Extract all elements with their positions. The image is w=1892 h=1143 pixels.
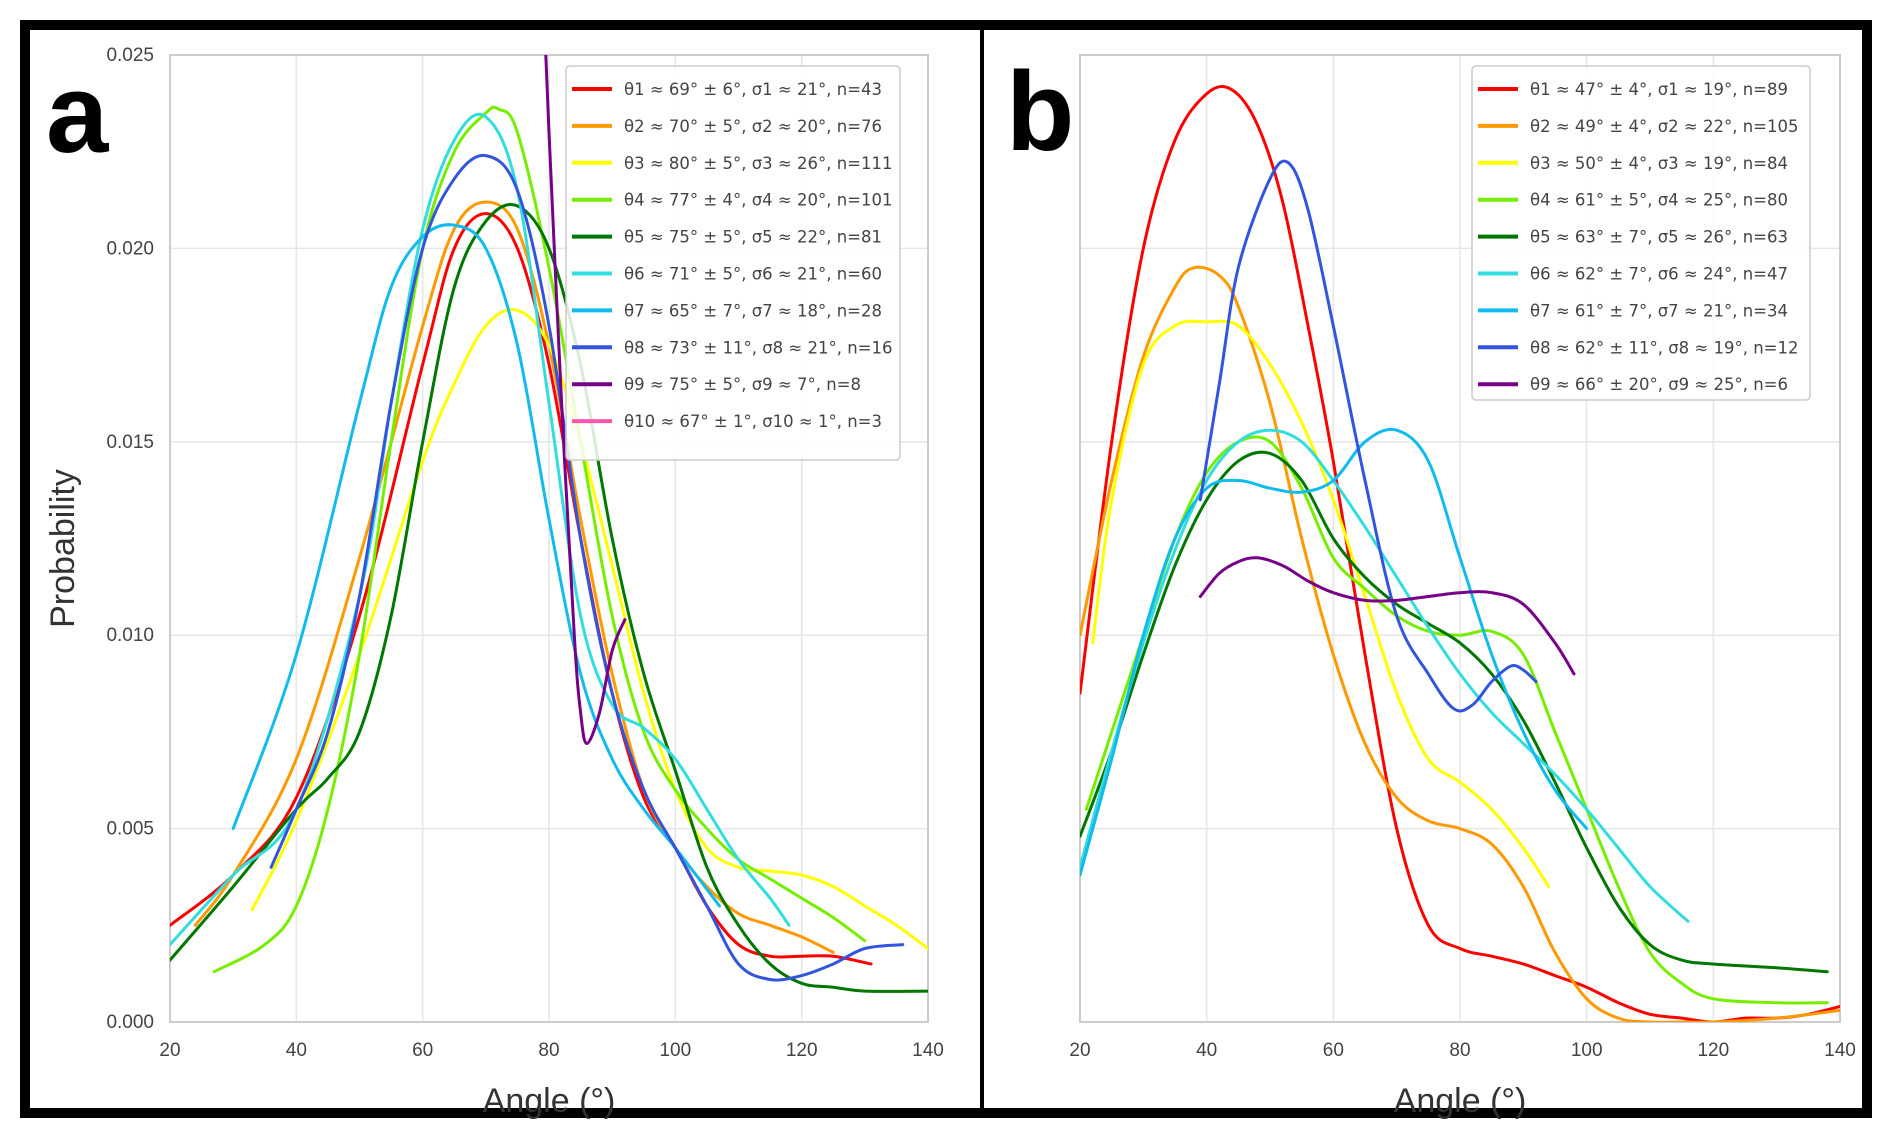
legend-item: θ7 ≈ 65° ± 7°, σ7 ≈ 18°, n=28 — [572, 301, 882, 320]
series-line-9 — [1198, 556, 1576, 676]
x-tick-label: 60 — [412, 1040, 433, 1061]
x-axis-label: Angle (°) — [1394, 1082, 1527, 1120]
series-line-7 — [231, 223, 721, 908]
x-tick-label: 20 — [159, 1040, 180, 1061]
legend-label: θ1 ≈ 47° ± 4°, σ1 ≈ 19°, n=89 — [1530, 80, 1788, 99]
panel-divider — [980, 20, 984, 1118]
legend-label: θ4 ≈ 77° ± 4°, σ4 ≈ 20°, n=101 — [624, 191, 893, 210]
x-tick-label: 20 — [1069, 1040, 1090, 1061]
legend-item: θ1 ≈ 47° ± 4°, σ1 ≈ 19°, n=89 — [1478, 80, 1788, 99]
legend-label: θ2 ≈ 49° ± 4°, σ2 ≈ 22°, n=105 — [1530, 117, 1799, 136]
legend-item: θ9 ≈ 75° ± 5°, σ9 ≈ 7°, n=8 — [572, 375, 861, 394]
series-line-7 — [1080, 427, 1589, 877]
x-tick-label: 60 — [1323, 1040, 1344, 1061]
legend: θ1 ≈ 69° ± 6°, σ1 ≈ 21°, n=43 θ2 ≈ 70° ± … — [565, 65, 901, 461]
legend: θ1 ≈ 47° ± 4°, σ1 ≈ 19°, n=89 θ2 ≈ 49° ± … — [1471, 65, 1811, 401]
x-tick-label: 80 — [1449, 1040, 1470, 1061]
series-line-4 — [1084, 435, 1829, 1005]
legend-item: θ3 ≈ 50° ± 4°, σ3 ≈ 19°, n=84 — [1478, 154, 1788, 173]
legend-label: θ6 ≈ 62° ± 7°, σ6 ≈ 24°, n=47 — [1530, 265, 1788, 284]
legend-item: θ2 ≈ 49° ± 4°, σ2 ≈ 22°, n=105 — [1478, 117, 1799, 136]
legend-label: θ3 ≈ 50° ± 4°, σ3 ≈ 19°, n=84 — [1530, 154, 1788, 173]
legend-item: θ1 ≈ 69° ± 6°, σ1 ≈ 21°, n=43 — [572, 80, 882, 99]
legend-item: θ5 ≈ 63° ± 7°, σ5 ≈ 26°, n=63 — [1478, 228, 1788, 247]
legend-label: θ7 ≈ 61° ± 7°, σ7 ≈ 21°, n=34 — [1530, 301, 1788, 320]
series-line-8 — [1198, 159, 1538, 713]
legend-label: θ3 ≈ 80° ± 5°, σ3 ≈ 26°, n=111 — [624, 154, 893, 173]
series-line-3 — [1091, 319, 1551, 889]
legend-item: θ4 ≈ 61° ± 5°, σ4 ≈ 25°, n=80 — [1478, 191, 1788, 210]
x-tick-label: 40 — [1196, 1040, 1217, 1061]
y-tick-label: 0.005 — [106, 819, 154, 840]
series-line-5 — [1080, 450, 1829, 974]
legend-label: θ9 ≈ 75° ± 5°, σ9 ≈ 7°, n=8 — [624, 375, 861, 394]
x-axis-label: Angle (°) — [483, 1082, 616, 1120]
legend-label: θ1 ≈ 69° ± 6°, σ1 ≈ 21°, n=43 — [624, 80, 882, 99]
legend-label: θ10 ≈ 67° ± 1°, σ10 ≈ 1°, n=3 — [624, 412, 882, 431]
series-line-9 — [544, 55, 627, 745]
panel-b: 20 40 60 80 100 120 140 Angle (°) b θ1 ≈ 47° ± 4°… — [1006, 49, 1856, 1120]
x-tick-label: 100 — [1571, 1040, 1603, 1061]
x-tick-label: 80 — [538, 1040, 559, 1061]
legend-item: θ8 ≈ 62° ± 11°, σ8 ≈ 19°, n=12 — [1478, 338, 1799, 357]
y-tick-label: 0.025 — [106, 45, 154, 66]
legend-label: θ2 ≈ 70° ± 5°, σ2 ≈ 20°, n=76 — [624, 117, 882, 136]
series-line-4 — [212, 105, 867, 974]
legend-item: θ6 ≈ 71° ± 5°, σ6 ≈ 21°, n=60 — [572, 265, 882, 284]
legend-label: θ9 ≈ 66° ± 20°, σ9 ≈ 25°, n=6 — [1530, 375, 1788, 394]
y-axis-label: Probability — [44, 469, 82, 628]
x-tick-label: 100 — [659, 1040, 691, 1061]
legend-label: θ5 ≈ 63° ± 7°, σ5 ≈ 26°, n=63 — [1530, 228, 1788, 247]
series-line-5 — [170, 202, 928, 993]
y-tick-label: 0.010 — [106, 625, 154, 646]
legend-label: θ5 ≈ 75° ± 5°, σ5 ≈ 22°, n=81 — [624, 228, 882, 247]
legend-box — [1471, 65, 1811, 401]
legend-label: θ6 ≈ 71° ± 5°, σ6 ≈ 21°, n=60 — [624, 265, 882, 284]
series-line-6 — [1080, 428, 1690, 923]
x-tick-label: 40 — [286, 1040, 307, 1061]
x-tick-label: 120 — [786, 1040, 818, 1061]
legend-item: θ5 ≈ 75° ± 5°, σ5 ≈ 22°, n=81 — [572, 228, 882, 247]
y-tick-label: 0.015 — [106, 432, 154, 453]
x-tick-label: 140 — [912, 1040, 944, 1061]
series-line-2 — [1080, 265, 1840, 1022]
legend-label: θ8 ≈ 73° ± 11°, σ8 ≈ 21°, n=16 — [624, 338, 893, 357]
series-line-3 — [250, 308, 928, 950]
legend-item: θ6 ≈ 62° ± 7°, σ6 ≈ 24°, n=47 — [1478, 265, 1788, 284]
plot-area-border — [169, 54, 929, 1023]
legend-item: θ2 ≈ 70° ± 5°, σ2 ≈ 20°, n=76 — [572, 117, 882, 136]
legend-item: θ9 ≈ 66° ± 20°, σ9 ≈ 25°, n=6 — [1478, 375, 1788, 394]
legend-box — [565, 65, 901, 461]
legend-label: θ8 ≈ 62° ± 11°, σ8 ≈ 19°, n=12 — [1530, 338, 1799, 357]
legend-label: θ7 ≈ 65° ± 7°, σ7 ≈ 18°, n=28 — [624, 301, 882, 320]
panel-label: b — [1006, 49, 1074, 174]
legend-item: θ4 ≈ 77° ± 4°, σ4 ≈ 20°, n=101 — [572, 191, 893, 210]
series-line-1 — [1080, 85, 1840, 1022]
panel-a: 20 40 60 80 100 120 140 0.000 0.005 0.010 0.015 0.0… — [44, 45, 944, 1120]
plot-area-border — [1079, 54, 1841, 1023]
panel-label: a — [46, 51, 109, 176]
x-tick-label: 140 — [1824, 1040, 1856, 1061]
legend-item: θ10 ≈ 67° ± 1°, σ10 ≈ 1°, n=3 — [572, 412, 882, 431]
x-tick-label: 120 — [1697, 1040, 1729, 1061]
y-tick-label: 0.020 — [106, 238, 154, 259]
legend-item: θ3 ≈ 80° ± 5°, σ3 ≈ 26°, n=111 — [572, 154, 893, 173]
legend-item: θ7 ≈ 61° ± 7°, σ7 ≈ 21°, n=34 — [1478, 301, 1788, 320]
y-tick-label: 0.000 — [106, 1012, 154, 1033]
legend-item: θ8 ≈ 73° ± 11°, σ8 ≈ 21°, n=16 — [572, 338, 893, 357]
legend-label: θ4 ≈ 61° ± 5°, σ4 ≈ 25°, n=80 — [1530, 191, 1788, 210]
